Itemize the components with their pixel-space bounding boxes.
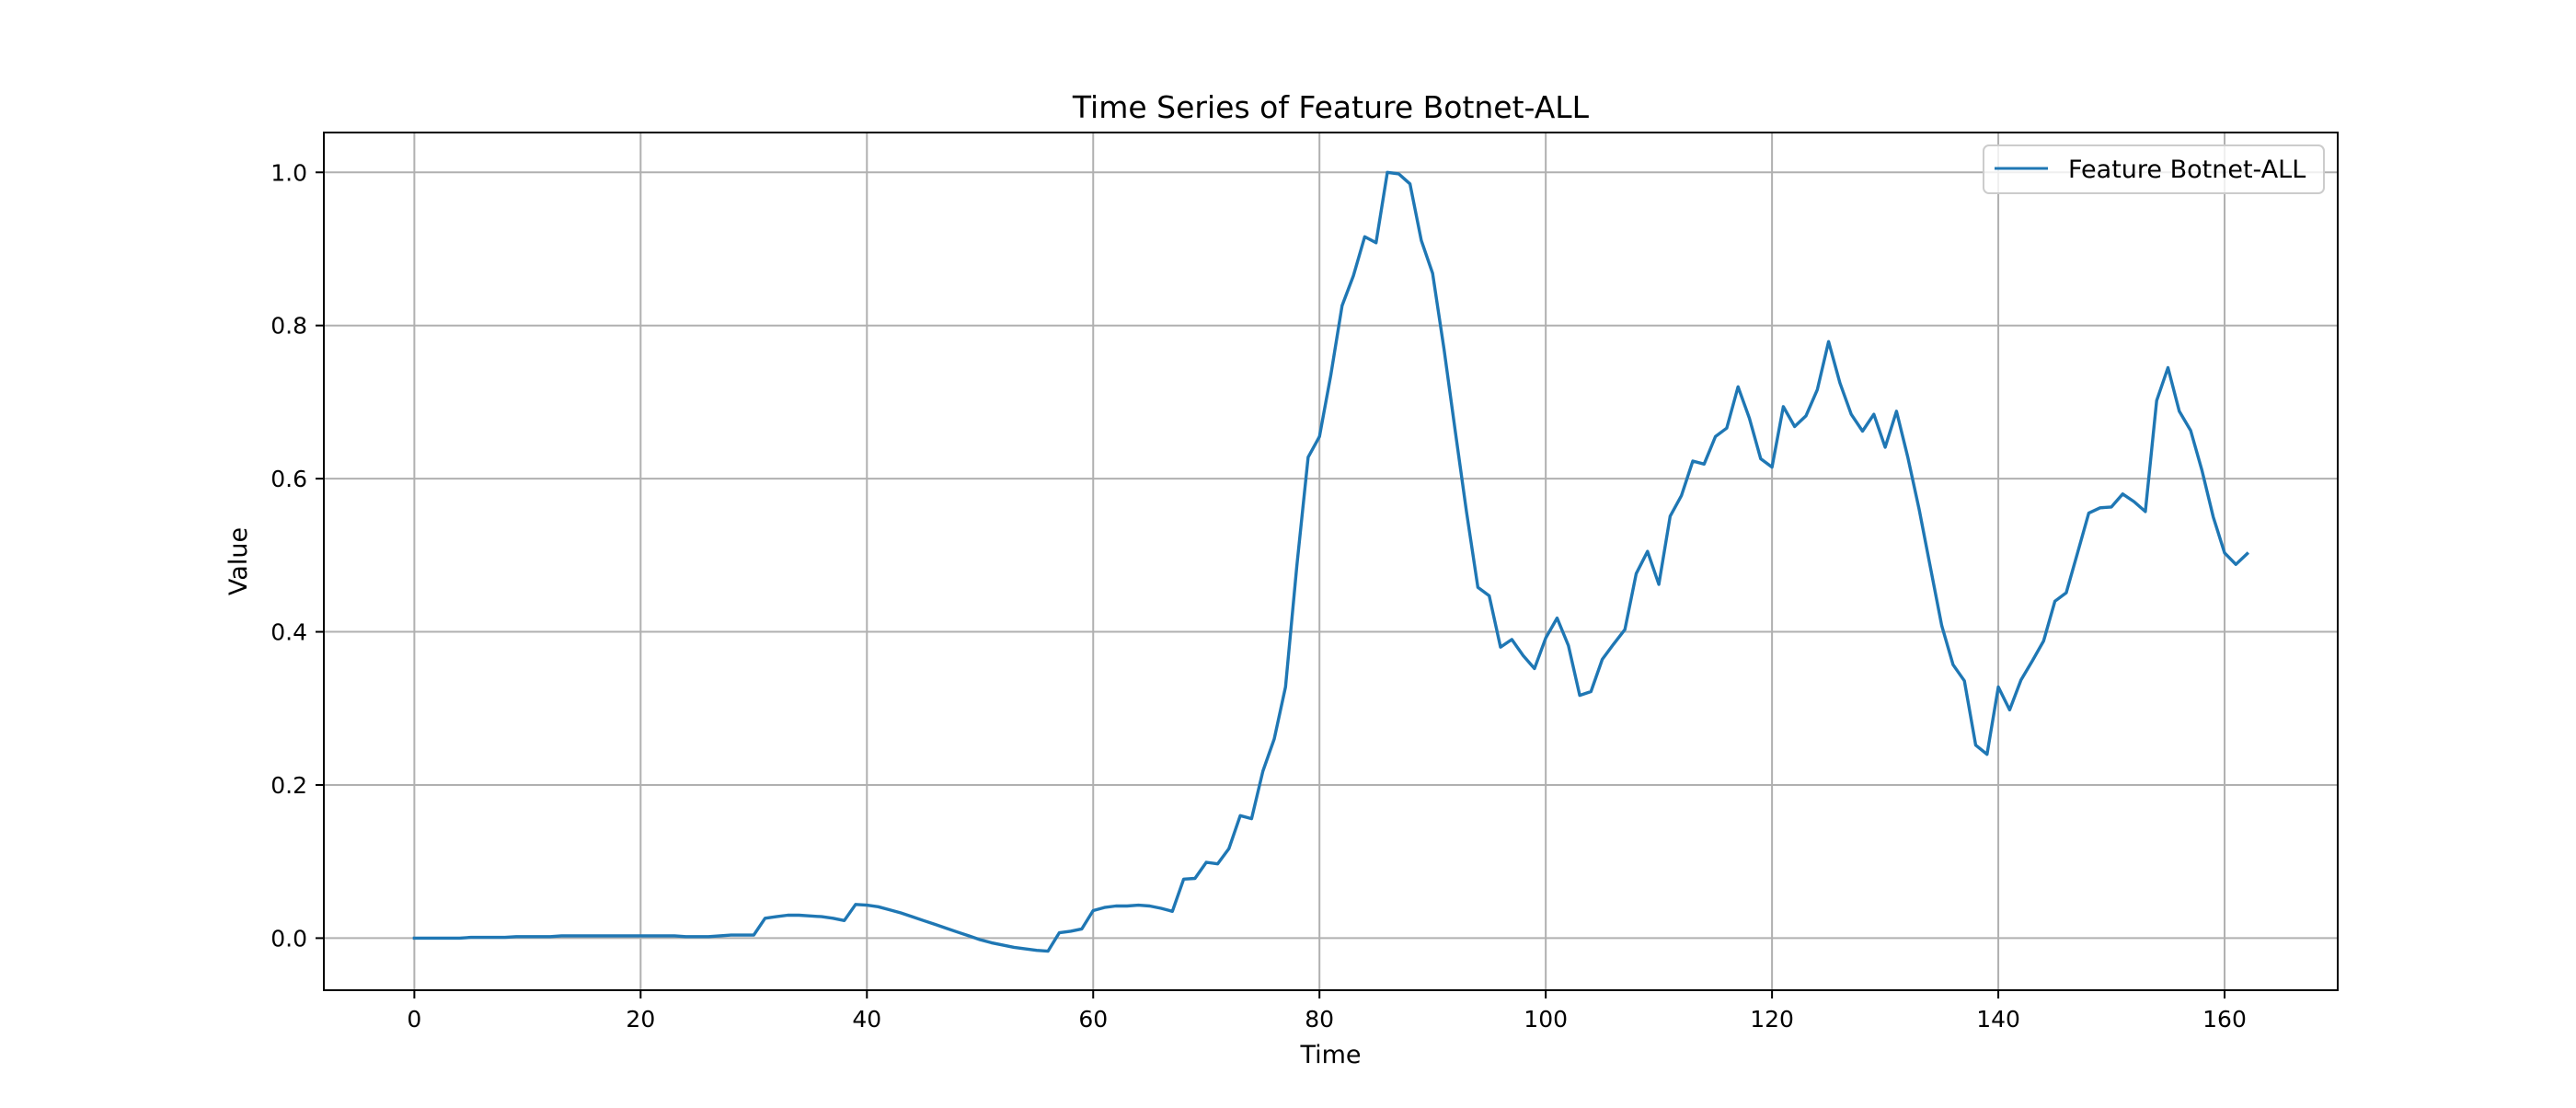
- x-tick-label: 160: [2202, 1006, 2247, 1033]
- x-axis-label: Time: [1299, 1041, 1361, 1069]
- series-layer: [412, 170, 2250, 953]
- y-tick-label: 0.8: [270, 313, 307, 340]
- x-tick-label: 140: [1976, 1006, 2020, 1033]
- plot-area: [324, 133, 2338, 990]
- plot-frame: [323, 132, 2339, 991]
- y-tick-label: 0.0: [270, 925, 307, 952]
- legend: Feature Botnet-ALL: [1983, 144, 2325, 194]
- y-gridlines: [324, 171, 2338, 940]
- x-tick-label: 100: [1524, 1006, 1568, 1033]
- x-tick-label: 40: [852, 1006, 881, 1033]
- x-gridlines: [413, 133, 2226, 990]
- x-tick-label: 120: [1750, 1006, 1794, 1033]
- series-line: [412, 170, 2250, 953]
- y-tick-label: 0.6: [270, 466, 307, 492]
- y-axis-ticks: 0.0 0.2 0.4 0.6 0.8 1.0: [270, 159, 324, 952]
- x-tick-label: 0: [407, 1006, 421, 1033]
- chart-title: Time Series of Feature Botnet-ALL: [1072, 89, 1590, 125]
- x-tick-label: 60: [1078, 1006, 1108, 1033]
- x-tick-label: 80: [1305, 1006, 1334, 1033]
- x-tick-label: 20: [626, 1006, 655, 1033]
- y-tick-label: 0.4: [270, 619, 307, 646]
- legend-entry-label: Feature Botnet-ALL: [2068, 156, 2306, 184]
- y-tick-label: 1.0: [270, 159, 307, 186]
- y-axis-label: Value: [224, 527, 253, 595]
- legend-box: [1983, 144, 2325, 194]
- y-tick-label: 0.2: [270, 772, 307, 799]
- x-axis-ticks: 0 20 40 60 80 100 120 140 160: [407, 990, 2247, 1033]
